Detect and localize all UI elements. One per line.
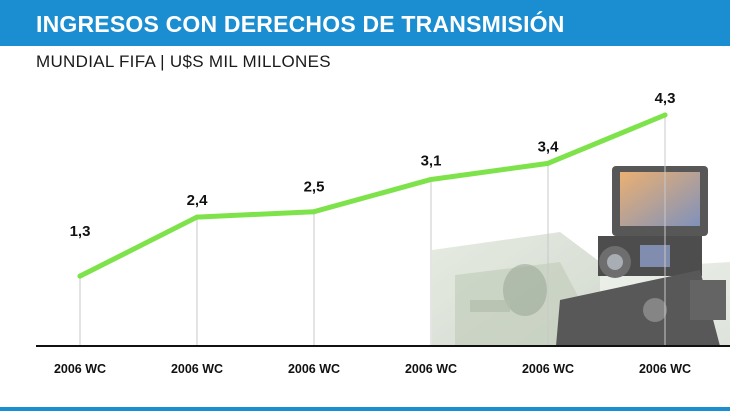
x-tick-label-1: 2006 WC <box>54 362 106 376</box>
data-point-3 <box>311 209 317 215</box>
x-tick-label-6: 2006 WC <box>639 362 691 376</box>
data-label-1: 1,3 <box>70 223 91 240</box>
tv-camera-image <box>556 166 726 346</box>
data-point-6 <box>662 112 668 118</box>
data-point-2 <box>194 214 200 220</box>
data-labels: 1,3 2,4 2,5 3,1 3,4 4,3 <box>70 90 676 240</box>
series-line-group <box>77 112 668 279</box>
money-bills-image <box>432 232 730 346</box>
data-label-4: 3,1 <box>421 152 442 169</box>
money-camera-illustration <box>432 166 730 346</box>
chart-title: INGRESOS CON DERECHOS DE TRANSMISIÓN <box>36 11 565 37</box>
x-tick-labels: 2006 WC 2006 WC 2006 WC 2006 WC 2006 WC 2006 … <box>54 362 691 376</box>
data-label-3: 2,5 <box>304 179 325 196</box>
x-tick-label-3: 2006 WC <box>288 362 340 376</box>
data-point-4 <box>428 176 434 182</box>
data-point-5 <box>545 160 551 166</box>
x-tick-label-4: 2006 WC <box>405 362 457 376</box>
data-label-2: 2,4 <box>187 192 209 209</box>
gridlines <box>79 115 666 346</box>
x-tick-label-5: 2006 WC <box>522 362 574 376</box>
footer-bar <box>0 407 730 411</box>
chart-subtitle: MUNDIAL FIFA | U$S MIL MILLONES <box>36 52 331 71</box>
data-label-5: 3,4 <box>538 138 560 155</box>
data-point-1 <box>77 273 83 279</box>
series-line <box>77 112 668 279</box>
data-label-6: 4,3 <box>655 90 676 107</box>
x-tick-label-2: 2006 WC <box>171 362 223 376</box>
header-bar: INGRESOS CON DERECHOS DE TRANSMISIÓN <box>0 0 730 46</box>
